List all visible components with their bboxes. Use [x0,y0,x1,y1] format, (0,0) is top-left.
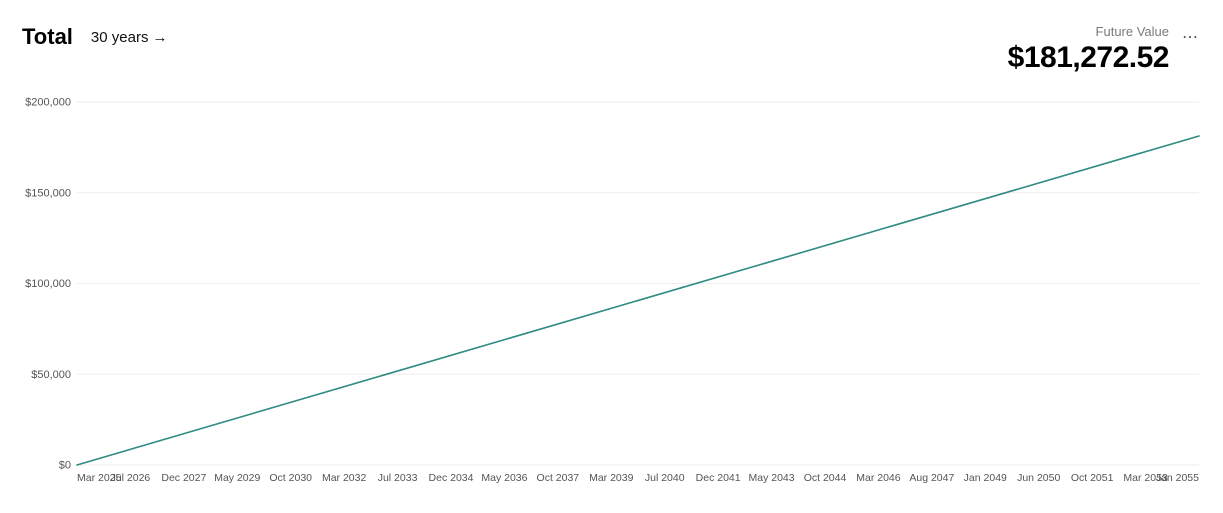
x-axis-tick-label: Oct 2044 [804,472,847,484]
header-right: Future Value $181,272.52 ⋯ [1008,24,1201,75]
x-axis-tick-label: Oct 2030 [269,472,312,484]
future-value-block: Future Value $181,272.52 [1008,24,1169,75]
x-axis-tick-label: Dec 2034 [429,472,474,484]
chart-container: $0$50,000$100,000$150,000$200,000Mar 202… [22,90,1201,493]
x-axis-tick-label: Aug 2047 [909,472,954,484]
time-range-selector[interactable]: 30 years → [91,29,168,46]
x-axis-tick-label: Mar 2039 [589,472,634,484]
x-axis-tick-label: Mar 2046 [856,472,901,484]
arrow-right-icon: → [152,30,167,45]
future-value-amount: $181,272.52 [1008,41,1169,75]
x-axis-tick-label: May 2029 [214,472,260,484]
x-axis-tick-label: May 2043 [749,472,795,484]
more-options-button[interactable]: ⋯ [1179,26,1201,48]
x-axis-tick-label: Jan 2055 [1156,472,1199,484]
chart-series-line [77,136,1199,465]
ellipsis-icon: ⋯ [1182,27,1198,47]
x-axis-tick-label: Dec 2041 [696,472,741,484]
y-axis-tick-label: $50,000 [31,369,71,381]
y-axis-tick-label: $0 [59,460,71,472]
line-chart: $0$50,000$100,000$150,000$200,000Mar 202… [22,90,1201,493]
chart-header: Total 30 years → Future Value $181,272.5… [0,0,1223,75]
y-axis-tick-label: $100,000 [25,278,71,290]
x-axis-tick-label: Jan 2049 [964,472,1007,484]
x-axis-tick-label: Jul 2026 [111,472,151,484]
x-axis-tick-label: Mar 2032 [322,472,367,484]
future-value-label: Future Value [1008,24,1169,39]
header-left: Total 30 years → [22,24,167,50]
x-axis-tick-label: Jun 2050 [1017,472,1060,484]
x-axis-tick-label: Dec 2027 [161,472,206,484]
x-axis-tick-label: Oct 2051 [1071,472,1114,484]
chart-title: Total [22,24,73,50]
x-axis-tick-label: Jul 2033 [378,472,418,484]
y-axis-tick-label: $200,000 [25,97,71,109]
x-axis-tick-label: May 2036 [481,472,527,484]
time-range-label: 30 years [91,29,149,46]
x-axis-tick-label: Oct 2037 [537,472,580,484]
y-axis-tick-label: $150,000 [25,187,71,199]
x-axis-tick-label: Jul 2040 [645,472,685,484]
